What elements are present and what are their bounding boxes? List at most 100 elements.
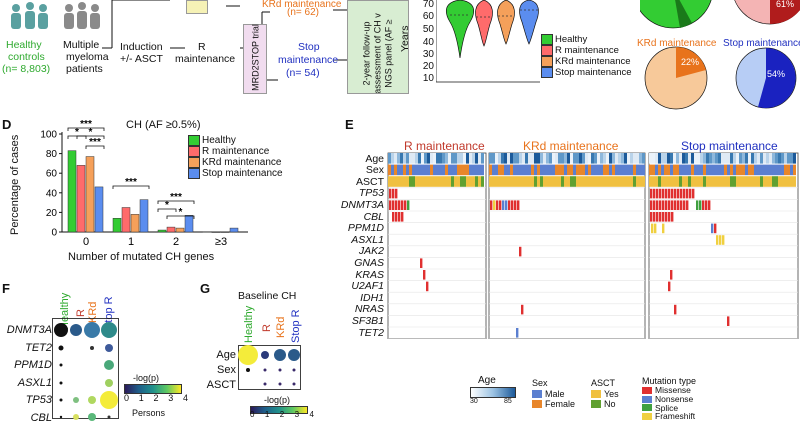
mutation-mark [716,235,718,245]
mutation-mark [674,305,676,315]
mutation-mark [680,189,682,199]
mutation-mark [686,200,688,210]
mutation-mark [521,305,523,315]
mutation-mark [650,189,652,199]
f-row-cbl: CBL [0,410,52,427]
mutation-mark [650,212,652,222]
mutation-mark [656,212,658,222]
mutation-mark [665,189,667,199]
mutation-mark [426,282,428,292]
mutation-mark [650,200,652,210]
mutation-mark [683,189,685,199]
g-col-stop: Stop R [291,309,302,343]
mutation-mark [490,200,492,210]
mutation-mark [689,189,691,199]
mutation-mark [662,189,664,199]
asct-legend: Yes No [591,389,619,409]
mutation-mark [708,200,710,210]
mutation-mark [656,200,658,210]
g-col-healthy: Healthy [244,306,255,343]
mutation-mark [665,200,667,210]
f-persons-label: Persons [132,409,165,418]
mutation-mark [508,200,510,210]
mutation-mark [392,200,394,210]
age-min: 30 [470,398,478,405]
mutation-mark [493,200,495,210]
mutation-mark [674,189,676,199]
g-dot-grid [238,345,304,395]
mutation-mark [674,200,676,210]
g-legend-title: -log(p) [264,396,290,405]
mutation-mark [722,235,724,245]
mutation-mark [671,189,673,199]
mutation-mark [659,212,661,222]
mutation-mark [702,200,704,210]
mutation-mark [699,200,701,210]
f-row-ppm1d: PPM1D [0,357,52,375]
panel-f-letter: F [2,282,10,295]
mutation-mark [670,270,672,280]
age-legend-title: Age [478,376,496,386]
mut-legend: Missense Nonsense Splice Frameshift [642,386,695,421]
mutation-mark [680,200,682,210]
mutation-mark [392,212,394,222]
mutation-mark [668,282,670,292]
mutation-mark [502,200,504,210]
mutation-mark [516,328,518,338]
mutation-mark [677,200,679,210]
mutation-mark [683,200,685,210]
sex-legend: Male Female [532,389,575,409]
mutation-mark [711,224,713,234]
mutation-mark [727,316,729,326]
f-col-r: R [76,309,87,317]
mutation-mark [505,200,507,210]
mutation-mark [389,189,391,199]
mutation-mark [696,200,698,210]
asct-legend-title: ASCT [591,379,615,388]
g-row-sex: Sex [196,363,236,378]
f-row-tp53: TP53 [0,392,52,410]
mutation-mark [705,200,707,210]
mutation-mark [654,224,656,234]
sex-legend-title: Sex [532,379,548,388]
mutation-mark [653,200,655,210]
mutation-mark [651,224,653,234]
f-row-tet2: TET2 [0,340,52,358]
g-row-asct: ASCT [196,378,236,393]
mutation-mark [671,200,673,210]
panel-g-letter: G [200,282,210,295]
f-dot-grid [52,318,120,422]
f-row-dnmt3a: DNMT3A [0,322,52,340]
mutation-mark [662,212,664,222]
mutation-mark [668,189,670,199]
age-max: 85 [504,398,512,405]
f-rows: DNMT3A TET2 PPM1D ASXL1 TP53 CBL [0,322,52,427]
panel-g-title: Baseline CH [238,291,296,302]
mutation-mark [668,212,670,222]
mutation-mark [656,189,658,199]
g-rows: Age Sex ASCT [196,348,236,393]
mutation-mark [665,212,667,222]
mutation-mark [662,200,664,210]
mutation-mark [401,200,403,210]
mutation-mark [392,189,394,199]
mutation-mark [404,200,406,210]
mutation-mark [395,212,397,222]
mutation-mark [668,200,670,210]
mutation-mark [401,212,403,222]
g-col-krd: KRd [276,317,287,338]
mutation-mark [714,224,716,234]
g-col-r: R [262,324,273,332]
mutation-mark [517,200,519,210]
mutation-mark [662,224,664,234]
mutation-mark [653,212,655,222]
mutation-mark [659,189,661,199]
g-row-age: Age [196,348,236,363]
mutation-mark [395,189,397,199]
mutation-mark [653,189,655,199]
f-row-asxl1: ASXL1 [0,375,52,393]
mutation-mark [511,200,513,210]
